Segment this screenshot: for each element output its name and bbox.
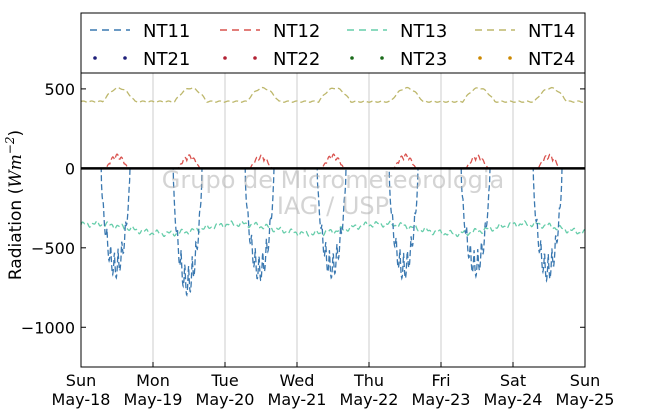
x-tick-label-date: May-22: [340, 390, 399, 409]
y-axis-label-unit: Wm: [6, 154, 26, 188]
legend-label: NT24: [528, 49, 575, 70]
y-axis-label-text: Radiation (: [6, 188, 26, 280]
legend-marker: [350, 56, 354, 60]
x-tick-label-day: Fri: [431, 371, 450, 390]
y-axis-label: Radiation (Wm−2): [3, 130, 26, 280]
x-tick-label-day: Wed: [280, 371, 315, 390]
legend-label: NT11: [143, 21, 190, 42]
y-tick-label: −500: [31, 239, 75, 258]
x-tick-label-date: May-21: [268, 390, 327, 409]
x-tick-label-date: May-25: [556, 390, 615, 409]
y-tick-label: 0: [65, 159, 75, 178]
y-tick-label: 500: [44, 80, 75, 99]
watermark-line-2: IAG / USP: [277, 192, 389, 220]
x-tick-label-day: Thu: [353, 371, 384, 390]
x-tick-label-day: Sat: [500, 371, 526, 390]
watermark-line-1: Grupo de Micrometeorologia: [162, 166, 504, 194]
y-axis: 500 0 −500 −1000: [21, 80, 585, 337]
plot-frame: [80, 72, 586, 368]
legend-marker: [223, 56, 227, 60]
x-axis: SunMay-18MonMay-19TueMay-20WedMay-21ThuM…: [52, 362, 615, 409]
x-tick-label-day: Sun: [570, 371, 600, 390]
legend-marker: [478, 56, 482, 60]
legend-marker: [93, 56, 97, 60]
legend-marker: [123, 56, 127, 60]
x-tick-label-date: May-18: [52, 390, 111, 409]
y-tick-label: −1000: [21, 318, 75, 337]
legend-label: NT12: [273, 21, 320, 42]
legend-marker: [508, 56, 512, 60]
legend-label: NT21: [143, 49, 190, 70]
watermark: Grupo de Micrometeorologia IAG / USP: [162, 166, 504, 220]
legend-label: NT14: [528, 21, 575, 42]
legend-box: [80, 12, 586, 74]
legend-label: NT22: [273, 49, 320, 70]
x-tick-label-date: May-23: [412, 390, 471, 409]
x-tick-label-date: May-20: [196, 390, 255, 409]
x-tick-label-day: Tue: [210, 371, 238, 390]
legend-marker: [380, 56, 384, 60]
grid-lines: [152, 73, 514, 367]
legend: NT11 NT12 NT13 NT14 NT21 NT22 NT23 NT24: [80, 12, 586, 74]
x-tick-label-day: Mon: [136, 371, 170, 390]
legend-label: NT13: [400, 21, 447, 42]
y-axis-label-exponent: −2: [3, 136, 17, 154]
x-tick-label-date: May-24: [484, 390, 543, 409]
y-axis-label-close: ): [6, 130, 26, 137]
legend-label: NT23: [400, 49, 447, 70]
series-line-nt13: [80, 220, 586, 238]
x-tick-label-date: May-19: [124, 390, 183, 409]
x-tick-label-day: Sun: [66, 371, 96, 390]
legend-marker: [253, 56, 257, 60]
series-line-nt14: [80, 86, 586, 103]
